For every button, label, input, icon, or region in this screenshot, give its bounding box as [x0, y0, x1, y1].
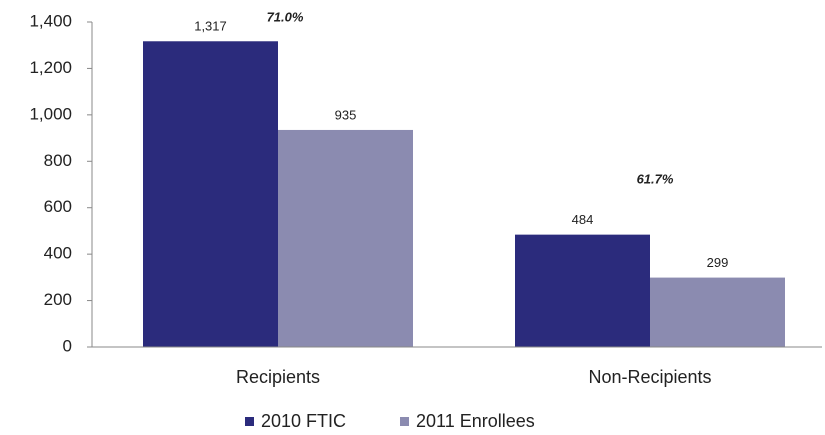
value-label: 935: [335, 107, 357, 122]
x-tick-label: Recipients: [236, 367, 320, 387]
annotation: 61.7%: [637, 171, 674, 186]
y-tick-label: 0: [63, 336, 72, 355]
y-tick-label: 200: [44, 290, 72, 309]
value-label: 1,317: [194, 19, 227, 34]
bar: [650, 277, 785, 347]
y-tick-label: 400: [44, 244, 72, 263]
bar: [143, 41, 278, 348]
legend-swatch: [245, 417, 254, 426]
bar: [278, 129, 413, 347]
y-tick-label: 1,200: [29, 58, 72, 77]
legend-label: 2011 Enrollees: [416, 411, 535, 431]
value-label: 484: [572, 212, 594, 227]
annotation: 71.0%: [267, 9, 304, 24]
legend-label: 2010 FTIC: [261, 411, 346, 431]
y-tick-label: 1,400: [29, 11, 72, 30]
legend-swatch: [400, 417, 409, 426]
y-tick-label: 800: [44, 151, 72, 170]
x-tick-label: Non-Recipients: [588, 367, 711, 387]
y-tick-label: 600: [44, 197, 72, 216]
y-tick-label: 1,000: [29, 104, 72, 123]
bar: [515, 234, 650, 347]
value-label: 299: [707, 255, 729, 270]
